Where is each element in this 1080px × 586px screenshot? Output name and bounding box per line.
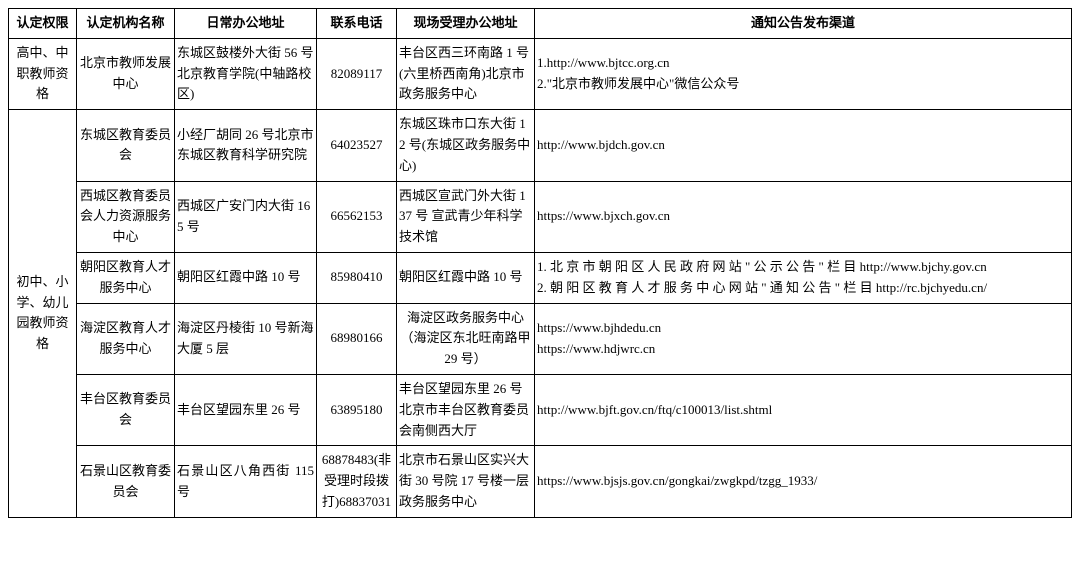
- cell-phone: 68980166: [317, 303, 397, 374]
- cell-officeaddr: 丰台区望园东里 26 号: [175, 374, 317, 445]
- cell-channel: https://www.bjhdedu.cnhttps://www.hdjwrc…: [535, 303, 1072, 374]
- cell-org: 东城区教育委员会: [77, 110, 175, 181]
- cell-phone: 64023527: [317, 110, 397, 181]
- cell-org: 海淀区教育人才服务中心: [77, 303, 175, 374]
- cell-phone: 85980410: [317, 252, 397, 303]
- table-row: 丰台区教育委员会 丰台区望园东里 26 号 63895180 丰台区望园东里 2…: [9, 374, 1072, 445]
- cell-phone: 68878483(非受理时段拨打)68837031: [317, 446, 397, 517]
- header-phone: 联系电话: [317, 9, 397, 39]
- cell-org: 丰台区教育委员会: [77, 374, 175, 445]
- header-siteaddr: 现场受理办公地址: [397, 9, 535, 39]
- cell-channel: 1. 北 京 市 朝 阳 区 人 民 政 府 网 站 " 公 示 公 告 " 栏…: [535, 252, 1072, 303]
- header-org: 认定机构名称: [77, 9, 175, 39]
- cell-channel: https://www.bjsjs.gov.cn/gongkai/zwgkpd/…: [535, 446, 1072, 517]
- cell-phone: 63895180: [317, 374, 397, 445]
- cell-org: 石景山区教育委员会: [77, 446, 175, 517]
- cell-authority: 高中、中职教师资格: [9, 38, 77, 109]
- cell-channel: https://www.bjxch.gov.cn: [535, 181, 1072, 252]
- cell-siteaddr: 丰台区望园东里 26 号北京市丰台区教育委员会南侧西大厅: [397, 374, 535, 445]
- cell-siteaddr: 丰台区西三环南路 1 号(六里桥西南角)北京市政务服务中心: [397, 38, 535, 109]
- table-row: 石景山区教育委员会 石景山区八角西街 115 号 68878483(非受理时段拨…: [9, 446, 1072, 517]
- cell-officeaddr: 朝阳区红霞中路 10 号: [175, 252, 317, 303]
- table-row: 初中、小学、幼儿园教师资格 东城区教育委员会 小经厂胡同 26 号北京市东城区教…: [9, 110, 1072, 181]
- cell-officeaddr: 东城区鼓楼外大街 56 号北京教育学院(中轴路校区): [175, 38, 317, 109]
- cell-officeaddr: 小经厂胡同 26 号北京市东城区教育科学研究院: [175, 110, 317, 181]
- header-channel: 通知公告发布渠道: [535, 9, 1072, 39]
- table-row: 朝阳区教育人才服务中心 朝阳区红霞中路 10 号 85980410 朝阳区红霞中…: [9, 252, 1072, 303]
- table-row: 高中、中职教师资格 北京市教师发展中心 东城区鼓楼外大街 56 号北京教育学院(…: [9, 38, 1072, 109]
- cell-siteaddr: 北京市石景山区实兴大街 30 号院 17 号楼一层政务服务中心: [397, 446, 535, 517]
- cell-phone: 66562153: [317, 181, 397, 252]
- cell-channel: 1.http://www.bjtcc.org.cn2."北京市教师发展中心"微信…: [535, 38, 1072, 109]
- cell-authority: 初中、小学、幼儿园教师资格: [9, 110, 77, 518]
- cell-phone: 82089117: [317, 38, 397, 109]
- table-row: 西城区教育委员会人力资源服务中心 西城区广安门内大街 165 号 6656215…: [9, 181, 1072, 252]
- certification-table: 认定权限 认定机构名称 日常办公地址 联系电话 现场受理办公地址 通知公告发布渠…: [8, 8, 1072, 518]
- header-officeaddr: 日常办公地址: [175, 9, 317, 39]
- cell-siteaddr: 西城区宣武门外大街 137 号 宣武青少年科学技术馆: [397, 181, 535, 252]
- cell-siteaddr: 朝阳区红霞中路 10 号: [397, 252, 535, 303]
- header-authority: 认定权限: [9, 9, 77, 39]
- cell-officeaddr: 西城区广安门内大街 165 号: [175, 181, 317, 252]
- cell-org: 朝阳区教育人才服务中心: [77, 252, 175, 303]
- cell-siteaddr: 海淀区政务服务中心（海淀区东北旺南路甲 29 号）: [397, 303, 535, 374]
- cell-channel: http://www.bjdch.gov.cn: [535, 110, 1072, 181]
- table-header-row: 认定权限 认定机构名称 日常办公地址 联系电话 现场受理办公地址 通知公告发布渠…: [9, 9, 1072, 39]
- cell-officeaddr: 石景山区八角西街 115 号: [175, 446, 317, 517]
- cell-officeaddr: 海淀区丹棱街 10 号新海大厦 5 层: [175, 303, 317, 374]
- cell-org: 北京市教师发展中心: [77, 38, 175, 109]
- cell-org: 西城区教育委员会人力资源服务中心: [77, 181, 175, 252]
- table-row: 海淀区教育人才服务中心 海淀区丹棱街 10 号新海大厦 5 层 68980166…: [9, 303, 1072, 374]
- cell-channel: http://www.bjft.gov.cn/ftq/c100013/list.…: [535, 374, 1072, 445]
- cell-siteaddr: 东城区珠市口东大街 12 号(东城区政务服务中心): [397, 110, 535, 181]
